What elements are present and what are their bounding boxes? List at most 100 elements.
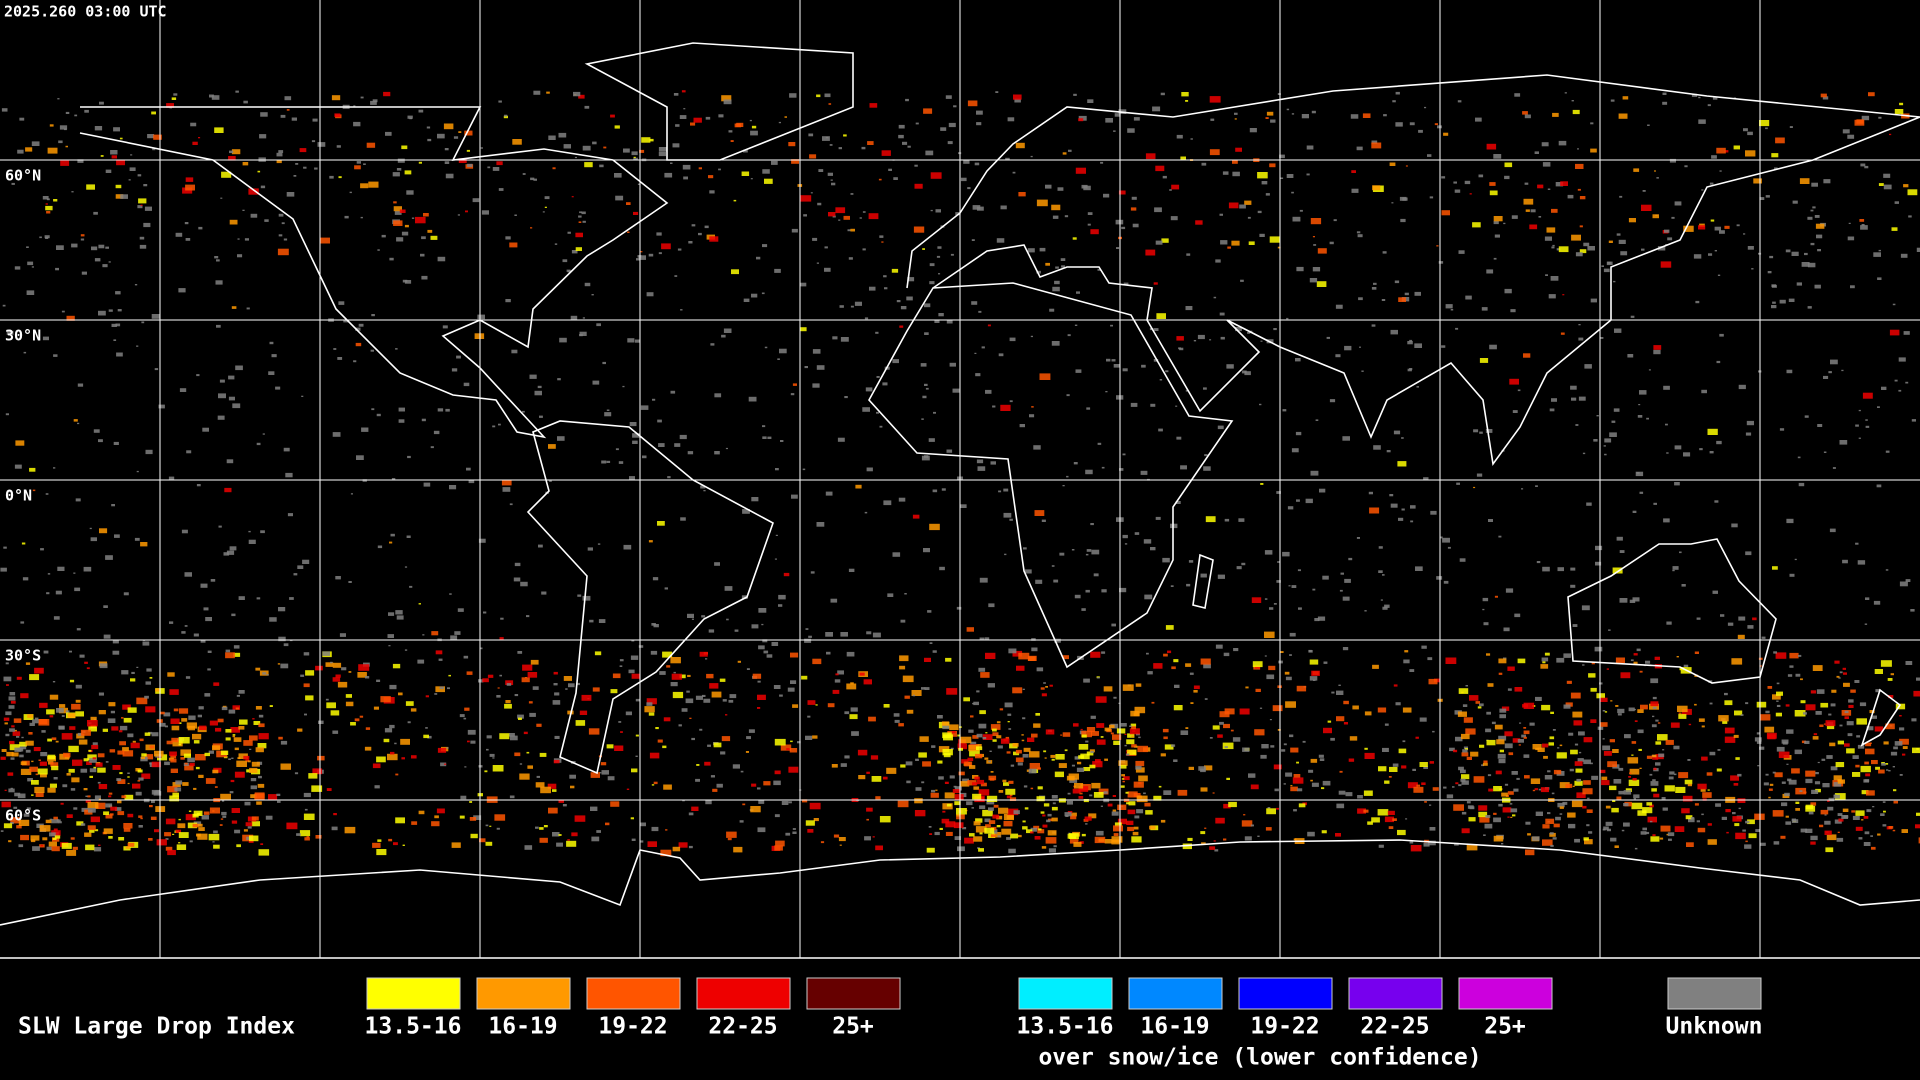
cloud-speck <box>693 117 702 123</box>
cloud-speck <box>233 652 241 657</box>
cloud-speck <box>1517 739 1524 743</box>
cloud-speck <box>71 191 74 193</box>
cloud-speck <box>1504 162 1513 168</box>
cloud-speck <box>418 109 424 113</box>
cloud-speck <box>1042 824 1048 828</box>
latitude-label: 30°S <box>5 647 41 665</box>
cloud-speck <box>276 793 281 796</box>
cloud-speck <box>1243 814 1246 816</box>
cloud-speck <box>896 300 901 303</box>
cloud-speck <box>1620 672 1631 679</box>
cloud-speck <box>484 770 488 773</box>
cloud-speck <box>575 247 582 251</box>
cloud-speck <box>1693 254 1702 259</box>
cloud-speck <box>713 742 722 748</box>
cloud-speck <box>1826 755 1833 759</box>
cloud-speck <box>1665 739 1674 745</box>
cloud-speck <box>1371 817 1380 823</box>
cloud-speck <box>1134 815 1140 819</box>
cloud-speck <box>337 357 343 360</box>
cloud-speck <box>1052 286 1060 292</box>
cloud-speck <box>1428 840 1436 846</box>
cloud-speck <box>1653 793 1660 798</box>
cloud-speck <box>474 333 485 339</box>
cloud-speck <box>1103 791 1108 794</box>
cloud-speck <box>536 723 542 727</box>
cloud-speck <box>478 538 486 543</box>
cloud-speck <box>1709 182 1714 185</box>
cloud-speck <box>440 762 447 767</box>
cloud-speck <box>175 829 181 833</box>
cloud-speck <box>1698 718 1705 722</box>
cloud-speck <box>1089 749 1095 753</box>
cloud-speck <box>883 500 892 506</box>
cloud-speck <box>918 752 927 758</box>
cloud-speck <box>1612 800 1616 802</box>
cloud-speck <box>92 742 98 746</box>
cloud-speck <box>1745 820 1750 824</box>
cloud-speck <box>130 154 133 156</box>
cloud-speck <box>1602 828 1606 831</box>
cloud-speck <box>875 331 879 334</box>
cloud-speck <box>1043 803 1050 807</box>
cloud-speck <box>1319 758 1325 761</box>
cloud-speck <box>1482 608 1485 611</box>
legend-swatch <box>1667 977 1762 1010</box>
cloud-speck <box>1327 720 1332 723</box>
cloud-speck <box>1618 113 1628 119</box>
cloud-speck <box>187 822 198 829</box>
cloud-speck <box>774 738 786 746</box>
cloud-speck <box>181 529 188 534</box>
cloud-speck <box>14 729 17 732</box>
cloud-speck <box>1674 201 1682 206</box>
cloud-speck <box>78 739 88 745</box>
cloud-speck <box>53 616 60 620</box>
cloud-speck <box>1614 328 1622 333</box>
cloud-speck <box>1392 818 1397 821</box>
cloud-speck <box>575 720 586 726</box>
cloud-speck <box>929 833 933 835</box>
cloud-speck <box>1799 178 1810 184</box>
cloud-speck <box>1559 813 1563 815</box>
cloud-speck <box>743 298 750 302</box>
cloud-speck <box>1254 729 1265 736</box>
cloud-speck <box>1460 778 1466 782</box>
cloud-speck <box>438 658 443 661</box>
cloud-speck <box>1450 309 1454 311</box>
cloud-speck <box>938 313 944 317</box>
cloud-speck <box>652 398 656 401</box>
cloud-speck <box>18 844 24 848</box>
cloud-speck <box>1409 339 1413 342</box>
cloud-speck <box>51 737 57 741</box>
cloud-speck <box>1529 224 1538 230</box>
cloud-speck <box>1005 788 1016 795</box>
cloud-speck <box>982 809 993 817</box>
cloud-speck <box>34 667 44 674</box>
cloud-speck <box>1611 807 1619 813</box>
cloud-speck <box>485 824 489 827</box>
cloud-speck <box>1743 233 1746 235</box>
cloud-speck <box>1105 118 1113 123</box>
cloud-speck <box>1756 741 1762 744</box>
cloud-speck <box>857 749 868 756</box>
cloud-speck <box>185 814 196 821</box>
cloud-speck <box>1613 408 1620 412</box>
cloud-speck <box>1593 439 1598 442</box>
cloud-speck <box>749 119 752 122</box>
cloud-speck <box>3 717 10 721</box>
cloud-speck <box>1855 764 1860 768</box>
cloud-speck <box>1204 765 1213 771</box>
cloud-speck <box>1731 658 1743 665</box>
cloud-speck <box>1043 750 1047 753</box>
cloud-speck <box>688 812 694 816</box>
cloud-speck <box>1900 253 1908 258</box>
cloud-speck <box>1267 807 1271 809</box>
cloud-speck <box>1169 189 1172 191</box>
cloud-speck <box>1390 503 1398 508</box>
cloud-speck <box>83 566 92 572</box>
cloud-speck <box>1577 188 1581 191</box>
cloud-speck <box>404 649 408 651</box>
cloud-speck <box>249 748 252 750</box>
cloud-speck <box>87 795 91 798</box>
cloud-speck <box>1052 802 1056 805</box>
